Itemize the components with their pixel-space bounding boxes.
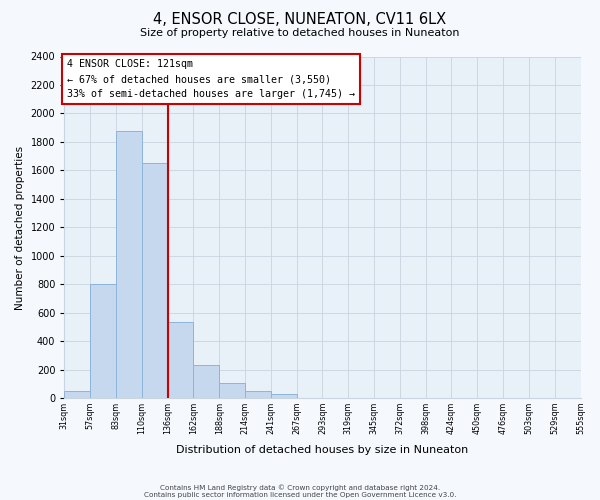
Y-axis label: Number of detached properties: Number of detached properties bbox=[15, 146, 25, 310]
Bar bbox=[219, 383, 245, 398]
Bar bbox=[245, 390, 271, 398]
Bar bbox=[142, 164, 167, 398]
Text: Contains HM Land Registry data © Crown copyright and database right 2024.: Contains HM Land Registry data © Crown c… bbox=[160, 484, 440, 491]
Text: 4 ENSOR CLOSE: 121sqm
← 67% of detached houses are smaller (3,550)
33% of semi-d: 4 ENSOR CLOSE: 121sqm ← 67% of detached … bbox=[67, 60, 355, 99]
Text: Size of property relative to detached houses in Nuneaton: Size of property relative to detached ho… bbox=[140, 28, 460, 38]
Text: 4, ENSOR CLOSE, NUNEATON, CV11 6LX: 4, ENSOR CLOSE, NUNEATON, CV11 6LX bbox=[154, 12, 446, 28]
Bar bbox=[116, 130, 142, 398]
Bar bbox=[90, 284, 116, 399]
Bar bbox=[271, 394, 296, 398]
Text: Contains public sector information licensed under the Open Government Licence v3: Contains public sector information licen… bbox=[144, 492, 456, 498]
X-axis label: Distribution of detached houses by size in Nuneaton: Distribution of detached houses by size … bbox=[176, 445, 469, 455]
Bar bbox=[167, 322, 193, 398]
Bar bbox=[193, 365, 219, 398]
Bar bbox=[64, 392, 90, 398]
